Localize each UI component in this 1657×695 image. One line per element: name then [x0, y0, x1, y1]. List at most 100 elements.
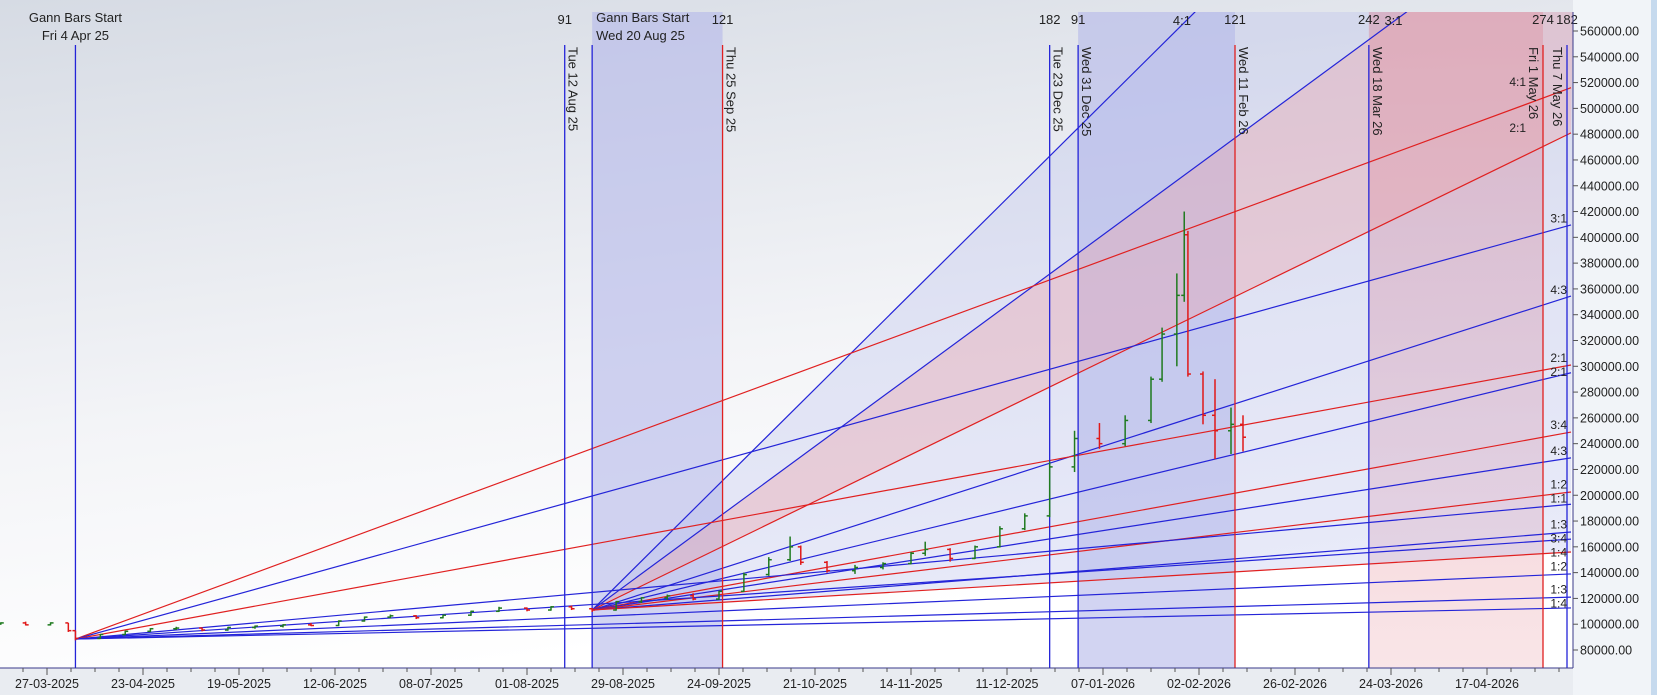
fan-ratio-label: 4:3	[1550, 444, 1567, 458]
price-tick-label: 540000.00	[1580, 50, 1639, 64]
gann-fan-line	[591, 132, 1572, 611]
time-tick-label: 12-06-2025	[303, 677, 367, 691]
time-cycle-date-label: Thu 7 May 26	[1550, 47, 1565, 127]
fan-ratio-label: 1:4	[1550, 596, 1567, 610]
time-cycle-date-label: Fri 1 May 26	[1526, 47, 1541, 119]
time-tick-label: 24-03-2026	[1359, 677, 1423, 691]
price-tick-label: 120000.00	[1580, 592, 1639, 606]
price-tick-label: 500000.00	[1580, 102, 1639, 116]
time-cycle-date-label: Wed 31 Dec 25	[1079, 47, 1094, 136]
fan-ratio-label: 4:3	[1550, 283, 1567, 297]
price-tick-label: 560000.00	[1580, 25, 1639, 39]
time-tick-label: 14-11-2025	[879, 677, 942, 691]
fan-ratio-label: 1:2	[1550, 559, 1567, 573]
fan-ratio-label: 3:4	[1550, 531, 1567, 545]
fan-ratio-label: 1:2	[1550, 478, 1567, 492]
fan-ratio-label: 1:1	[1550, 492, 1567, 506]
gann-start-title: Gann Bars Start	[596, 10, 690, 25]
time-tick-label: 26-02-2026	[1263, 677, 1327, 691]
time-cycle-date-label: Tue 12 Aug 25	[566, 47, 581, 131]
time-tick-label: 29-08-2025	[591, 677, 655, 691]
gann-fan-line	[75, 607, 1572, 640]
price-tick-label: 280000.00	[1580, 386, 1639, 400]
gann-fan-line	[75, 364, 1572, 640]
price-tick-label: 340000.00	[1580, 308, 1639, 322]
fan-ratio-label: 3:1	[1550, 212, 1567, 226]
price-tick-label: 240000.00	[1580, 437, 1639, 451]
bar-count-label: 91	[557, 12, 571, 27]
gann-fan-line	[592, 457, 1572, 611]
price-tick-label: 180000.00	[1580, 515, 1639, 529]
price-tick-label: 100000.00	[1580, 618, 1639, 632]
fan-ratio-label: 3:1	[1384, 13, 1402, 28]
price-tick-label: 160000.00	[1580, 540, 1639, 554]
bar-count-label: 242	[1358, 12, 1380, 27]
fan-fills-layer	[592, 12, 1573, 611]
labels-layer: Gann Bars Start Fri 4 Apr 25 Gann Bars Sta…	[29, 10, 1578, 610]
gann-fan-line	[591, 12, 1408, 611]
gann-fan-line	[592, 431, 1572, 611]
vertical-lines-layer	[74, 45, 1568, 668]
price-tick-label: 400000.00	[1580, 231, 1639, 245]
fan-fill	[592, 12, 1573, 611]
time-tick-label: 24-09-2025	[687, 677, 751, 691]
gann-fan-line	[75, 224, 1572, 640]
bar-count-label: 182	[1039, 12, 1061, 27]
price-tick-label: 300000.00	[1580, 360, 1639, 374]
price-tick-label: 460000.00	[1580, 153, 1639, 167]
gann-fan-line	[75, 538, 1572, 640]
time-cycle-date-label: Thu 25 Sep 25	[724, 47, 739, 132]
fan-ratio-label: 1:3	[1550, 517, 1567, 531]
fan-ratio-label: 1:4	[1550, 545, 1567, 559]
price-tick-label: 320000.00	[1580, 334, 1639, 348]
price-tick-label: 520000.00	[1580, 76, 1639, 90]
price-tick-label: 440000.00	[1580, 179, 1639, 193]
fan-ratio-label: 2:1	[1509, 121, 1526, 135]
fan-ratio-label: 1:3	[1550, 582, 1567, 596]
gann-fan-line	[592, 531, 1572, 611]
time-tick-label: 08-07-2025	[399, 677, 463, 691]
gann-start-title: Gann Bars Start	[29, 10, 123, 25]
gann-start-date: Fri 4 Apr 25	[42, 28, 109, 43]
fan-ratio-label: 4:1	[1173, 13, 1191, 28]
time-tick-label: 23-04-2025	[111, 677, 175, 691]
gann-start-date: Wed 20 Aug 25	[596, 28, 685, 43]
fan-fill	[592, 12, 1573, 611]
price-tick-label: 420000.00	[1580, 205, 1639, 219]
time-tick-label: 11-12-2025	[975, 677, 1038, 691]
gann-fan-line	[75, 87, 1572, 640]
time-zone-shade	[592, 12, 723, 668]
window-border	[1651, 0, 1657, 695]
fan-ratio-label: 4:1	[1509, 75, 1526, 89]
price-tick-label: 380000.00	[1580, 257, 1639, 271]
price-tick-label: 220000.00	[1580, 463, 1639, 477]
price-tick-label: 480000.00	[1580, 128, 1639, 142]
price-tick-label: 260000.00	[1580, 411, 1639, 425]
bar-count-label: 121	[712, 12, 734, 27]
price-tick-label: 360000.00	[1580, 282, 1639, 296]
time-tick-label: 19-05-2025	[207, 677, 271, 691]
time-tick-label: 27-03-2025	[15, 677, 79, 691]
fan-ratio-label: 3:4	[1550, 418, 1567, 432]
fan-ratio-label: 2:1	[1550, 365, 1567, 379]
time-cycle-date-label: Wed 11 Feb 26	[1236, 47, 1251, 135]
gann-fan-line	[592, 491, 1572, 611]
gann-fan-line	[591, 12, 1196, 611]
axes-layer: 80000.00 100000.00 120000.00 140000.00 16000…	[0, 12, 1639, 691]
gann-fan-line	[592, 551, 1572, 611]
gann-fan-line	[75, 573, 1572, 640]
bar-count-label: 182	[1556, 12, 1578, 27]
fan-ratio-label: 2:1	[1550, 351, 1567, 365]
time-cycle-date-label: Wed 18 Mar 26	[1370, 47, 1385, 136]
bar-count-label: 121	[1224, 12, 1246, 27]
time-tick-label: 01-08-2025	[495, 677, 559, 691]
gann-fan-line	[75, 596, 1572, 640]
bar-count-label: 91	[1071, 12, 1085, 27]
bar-count-label: 274	[1532, 12, 1554, 27]
price-tick-label: 80000.00	[1580, 644, 1632, 658]
time-tick-label: 02-02-2026	[1167, 677, 1231, 691]
gann-fan-line	[75, 503, 1572, 640]
gann-fan-line	[591, 295, 1572, 611]
price-tick-label: 140000.00	[1580, 566, 1639, 580]
